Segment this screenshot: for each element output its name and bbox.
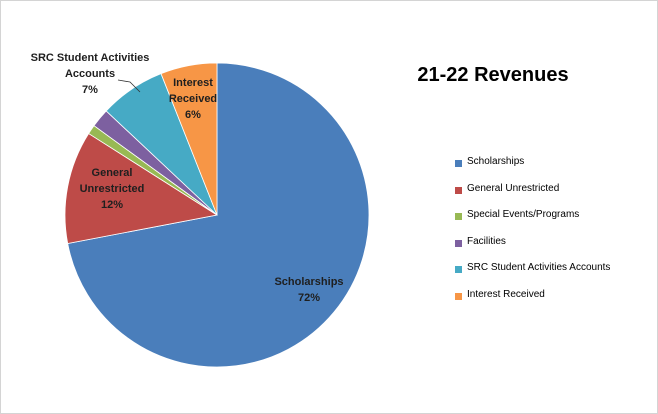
data-label: General Unrestricted 12% bbox=[72, 165, 152, 213]
data-label-name: SRC Student Activities Accounts bbox=[30, 52, 150, 80]
legend-swatch bbox=[455, 213, 462, 221]
data-label-name: Interest Received bbox=[168, 77, 218, 105]
legend-label: Interest Received bbox=[467, 289, 545, 300]
data-label-name: General Unrestricted bbox=[79, 167, 145, 195]
data-label: Interest Received 6% bbox=[163, 75, 223, 123]
data-label: SRC Student Activities Accounts 7% bbox=[15, 50, 165, 98]
leader-line bbox=[117, 79, 141, 93]
legend-swatch bbox=[455, 239, 462, 247]
pie-slice bbox=[67, 62, 370, 368]
legend-label: General Unrestricted bbox=[467, 182, 560, 194]
data-label-value: 7% bbox=[82, 84, 98, 96]
legend-label: SRC Student Activities Accounts bbox=[467, 262, 611, 274]
legend-swatch bbox=[455, 266, 462, 274]
chart-title: 21-22 Revenues bbox=[417, 64, 569, 86]
data-label-name: Scholarships bbox=[274, 276, 344, 288]
data-label: Scholarships 72% bbox=[264, 274, 354, 306]
data-label-value: 12% bbox=[100, 199, 124, 211]
legend-label: Special Events/Programs bbox=[467, 209, 580, 221]
legend-swatch bbox=[455, 160, 462, 167]
legend-label: Scholarships bbox=[467, 156, 525, 167]
pie-slice bbox=[64, 133, 219, 244]
data-label-value: 72% bbox=[297, 292, 321, 304]
pie-slice bbox=[160, 62, 218, 216]
legend-swatch bbox=[455, 293, 462, 300]
legend-label: Facilities bbox=[467, 235, 506, 247]
data-label-value: 6% bbox=[185, 109, 201, 121]
legend-swatch bbox=[455, 186, 462, 194]
